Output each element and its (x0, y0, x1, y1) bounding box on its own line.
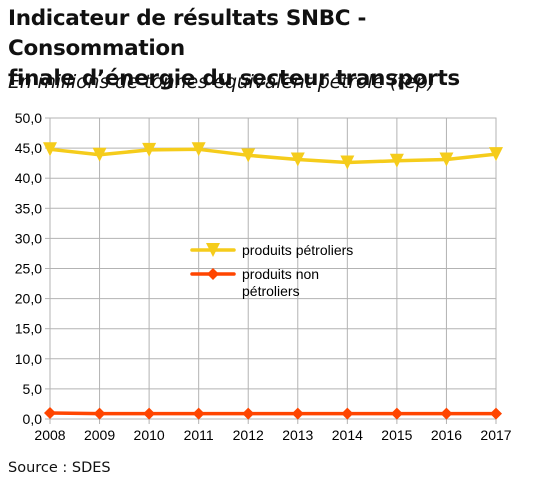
data-point (43, 142, 57, 157)
y-tick-label: 35,0 (15, 200, 42, 216)
y-tick-label: 45,0 (15, 140, 42, 156)
data-point (242, 407, 255, 420)
series-1 (43, 142, 503, 170)
x-tick-label: 2016 (431, 427, 462, 443)
legend-label: produits pétroliers (242, 242, 353, 258)
x-tick-label: 2011 (184, 427, 214, 443)
legend-label: produits non pétroliers (242, 266, 319, 299)
data-point (489, 147, 503, 162)
y-tick-label: 25,0 (15, 261, 42, 277)
title-line-2: finale d’énergie du secteur transports (8, 66, 460, 91)
y-tick-label: 5,0 (23, 381, 43, 397)
source-note: Source : SDES (8, 460, 111, 476)
data-point (440, 407, 453, 420)
data-point (390, 407, 403, 420)
legend-item-2: produits non pétroliers (190, 266, 319, 299)
legend-marker (207, 268, 219, 280)
data-point (142, 142, 157, 157)
x-tick-label: 2015 (381, 427, 412, 443)
plot-frame (49, 117, 497, 420)
y-tick-label: 20,0 (15, 291, 42, 307)
data-point (389, 153, 404, 168)
legend-item-1: produits pétroliers (190, 242, 353, 258)
x-tick-label: 2009 (84, 427, 115, 443)
data-point (340, 155, 355, 170)
y-tick-label: 15,0 (15, 321, 42, 337)
x-tick-label: 2017 (480, 427, 511, 443)
title-line-1: Indicateur de résultats SNBC - Consommat… (8, 6, 367, 61)
series-line (48, 411, 498, 416)
data-point (439, 152, 454, 167)
y-tick-label: 40,0 (15, 170, 42, 186)
data-point (143, 407, 156, 420)
data-point (92, 147, 107, 162)
data-point (490, 407, 502, 420)
data-point (241, 148, 256, 163)
data-point (291, 407, 304, 420)
legend-label-line: pétroliers (242, 283, 300, 299)
series-2 (44, 406, 502, 420)
x-tick-label: 2010 (134, 427, 165, 443)
data-point (93, 407, 106, 420)
data-point (341, 407, 354, 420)
x-tick-label: 2008 (34, 427, 65, 443)
legend-label-line: produits pétroliers (242, 242, 353, 258)
series-group (43, 142, 503, 420)
series-line (48, 147, 498, 165)
x-tick-label: 2012 (233, 427, 264, 443)
chart-subtitle: En millions de tonnes équivalent pétrole… (8, 71, 435, 93)
legend: produits pétroliers produits non pétrolier… (190, 242, 353, 299)
x-tick-label: 2013 (282, 427, 313, 443)
data-point (192, 407, 205, 420)
axes: 0,0 5,0 10,0 15,0 20,0 25,0 30,0 35,0 40,0 45,0 50… (15, 110, 512, 443)
y-tick-label: 10,0 (15, 351, 42, 367)
legend-marker (206, 243, 220, 257)
data-point (191, 142, 206, 157)
data-point (290, 152, 305, 167)
y-tick-label: 0,0 (23, 411, 43, 427)
x-tick-label: 2014 (332, 427, 363, 443)
chart-title: Indicateur de résultats SNBC - Consommat… (8, 4, 536, 94)
legend-label-line: produits non (242, 266, 319, 282)
y-tick-label: 50,0 (15, 110, 42, 126)
data-point (44, 406, 56, 419)
y-tick-label: 30,0 (15, 230, 42, 246)
